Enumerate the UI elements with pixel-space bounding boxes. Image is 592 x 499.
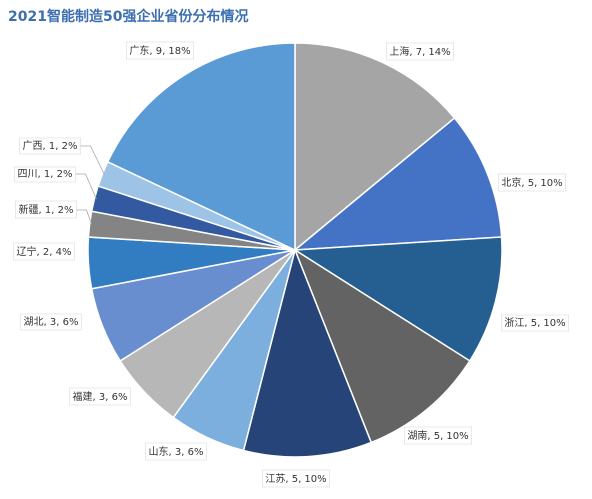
slice-label-box-7 bbox=[69, 387, 131, 406]
leader-line-12 bbox=[80, 145, 105, 175]
slice-label-box-11 bbox=[14, 166, 76, 183]
slice-label-12: 广西, 1, 2% bbox=[23, 140, 78, 152]
pie-slice-4 bbox=[293, 248, 471, 444]
slice-label-8: 湖北, 3, 6% bbox=[24, 316, 79, 328]
slice-label-box-12 bbox=[19, 137, 81, 155]
slices-layer bbox=[87, 42, 503, 458]
leader-line-11 bbox=[75, 173, 97, 200]
slice-label-7: 福建, 3, 6% bbox=[73, 390, 128, 403]
pie-slice-3 bbox=[292, 236, 503, 362]
slice-label-box-2 bbox=[497, 173, 566, 192]
slice-label-box-3 bbox=[500, 314, 569, 332]
pie-slice-2 bbox=[292, 116, 503, 251]
slice-label-box-5 bbox=[261, 469, 330, 488]
slice-label-box-8 bbox=[20, 313, 82, 331]
slice-label-2: 北京, 5, 10% bbox=[501, 176, 562, 189]
slice-label-box-10 bbox=[15, 200, 77, 219]
slice-label-9: 辽宁, 2, 4% bbox=[17, 245, 72, 258]
slice-label-11: 四川, 1, 2% bbox=[18, 169, 73, 180]
pie-slice-13 bbox=[106, 42, 296, 252]
leader-lines-layer bbox=[75, 145, 105, 225]
pie-slice-5 bbox=[242, 247, 373, 458]
slice-label-box-6 bbox=[145, 442, 207, 461]
slice-label-5: 江苏, 5, 10% bbox=[265, 472, 326, 485]
pie-slice-1 bbox=[294, 42, 456, 252]
slice-label-box-1 bbox=[385, 42, 454, 61]
slice-label-box-4 bbox=[403, 426, 472, 445]
slice-label-1: 上海, 7, 14% bbox=[389, 45, 450, 58]
slice-label-3: 浙江, 5, 10% bbox=[504, 317, 565, 329]
slice-label-4: 湖南, 5, 10% bbox=[407, 429, 468, 442]
chart-title: 2021智能制造50强企业省份分布情况 bbox=[8, 9, 249, 25]
slice-label-13: 广东, 9, 18% bbox=[129, 44, 190, 57]
slice-label-10: 新疆, 1, 2% bbox=[19, 203, 74, 216]
leader-line-10 bbox=[76, 209, 92, 225]
slice-label-6: 山东, 3, 6% bbox=[149, 445, 204, 458]
slice-label-box-13 bbox=[126, 41, 194, 60]
slice-label-box-9 bbox=[13, 242, 75, 261]
labels-layer: 上海, 7, 14% 北京, 5, 10% 浙江, 5, 10% 湖南, 5, 10%… bbox=[13, 41, 569, 488]
